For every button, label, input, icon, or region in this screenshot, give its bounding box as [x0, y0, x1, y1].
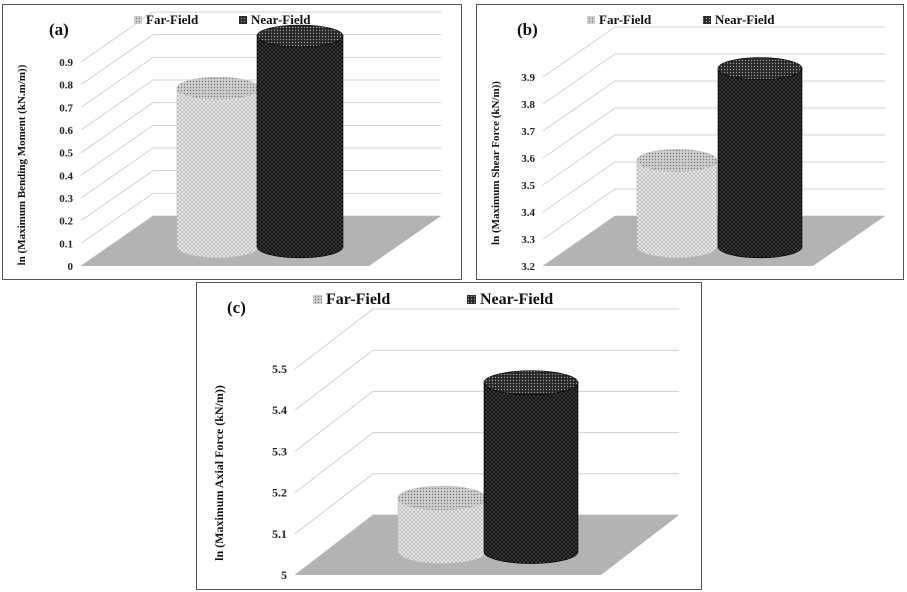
y-tick-label: 5.2 — [272, 486, 287, 500]
y-tick-label: 3.6 — [521, 153, 535, 165]
y-tick-label: 0.4 — [59, 170, 73, 182]
y-tick-label: 3.9 — [521, 72, 535, 84]
gridline — [80, 34, 441, 86]
bar-far-field — [176, 76, 260, 259]
legend-label: Far-Field — [326, 291, 390, 308]
gridline — [542, 53, 885, 105]
y-tick-label: 5.1 — [272, 527, 287, 541]
y-tick-label: 0.5 — [59, 148, 73, 160]
y-tick-label: 5.4 — [272, 403, 287, 417]
bar-far-field — [636, 149, 718, 259]
panel-label: (a) — [49, 20, 69, 39]
legend-swatch — [703, 16, 711, 24]
y-tick-label: 0.7 — [59, 102, 73, 114]
legend-label: Far-Field — [146, 12, 199, 27]
y-tick-label: 0.1 — [59, 238, 73, 250]
chart-panel-b: 3.2 3.3 3.4 3.5 3.6 3.7 3.8 3.9 (b) Far-Field Near… — [476, 4, 904, 280]
y-tick-label: 3.2 — [521, 261, 535, 273]
gridline — [80, 102, 441, 154]
gridline — [80, 56, 441, 108]
legend-label: Near-Field — [715, 12, 775, 27]
y-tick-label: 0.8 — [59, 80, 73, 92]
y-tick-label: 0.3 — [59, 193, 73, 205]
legend-swatch — [313, 295, 322, 304]
gridline — [294, 308, 679, 370]
panel-label: (b) — [517, 20, 538, 39]
chart-b-svg: 3.2 3.3 3.4 3.5 3.6 3.7 3.8 3.9 (b) Far-Field Near… — [490, 12, 885, 273]
y-tick-label: 0.2 — [59, 216, 73, 228]
chart-panel-a: 0 0.1 0.2 0.3 0.4 0.5 0.6 0.7 0.8 0.9 (a) Far-Field… — [2, 4, 462, 280]
y-tick-label: 3.5 — [521, 180, 535, 192]
gridline — [80, 124, 441, 176]
y-tick-label: 3.3 — [521, 234, 535, 246]
y-axis-label: ln (Maximum Bending Moment (kN.m/m)) — [16, 64, 28, 265]
legend-label: Near-Field — [480, 291, 553, 308]
legend-swatch — [239, 16, 247, 24]
chart-c-svg: 5 5.1 5.2 5.3 5.4 5.5 (c) Far-Field Near-Field ln… — [212, 291, 679, 582]
y-tick-label: 5.5 — [272, 362, 287, 376]
bar-far-field — [397, 485, 487, 564]
legend-swatch — [467, 295, 476, 304]
y-tick-label: 5 — [281, 568, 287, 582]
y-tick-label: 0.6 — [59, 125, 73, 137]
y-tick-label: 3.4 — [521, 207, 535, 219]
gridline — [80, 11, 441, 63]
chart-panel-c: 5 5.1 5.2 5.3 5.4 5.5 (c) Far-Field Near-Field ln… — [196, 282, 702, 590]
gridline — [80, 79, 441, 131]
gridline — [80, 170, 441, 222]
gridline — [80, 192, 441, 244]
legend-swatch — [134, 16, 142, 24]
bar-near-field — [256, 24, 344, 259]
y-tick-label: 0 — [68, 261, 74, 273]
gridline — [294, 349, 679, 411]
y-axis-label: ln (Maximum Axial Force (kN/m)) — [212, 385, 226, 561]
panel-label: (c) — [227, 298, 246, 317]
legend-label: Near-Field — [251, 12, 311, 27]
gridline — [542, 107, 885, 159]
y-axis-label: ln (Maximum Shear Force (kN/m)) — [490, 81, 502, 245]
gridline — [542, 26, 885, 78]
gridline — [542, 80, 885, 132]
y-tick-label: 0.9 — [59, 57, 73, 69]
legend-label: Far-Field — [599, 12, 652, 27]
legend-swatch — [587, 16, 595, 24]
chart-a-svg: 0 0.1 0.2 0.3 0.4 0.5 0.6 0.7 0.8 0.9 (a) Far-Field… — [16, 11, 441, 273]
y-tick-label: 3.7 — [521, 126, 535, 138]
gridline — [80, 147, 441, 199]
y-tick-label: 5.3 — [272, 444, 287, 458]
bar-near-field — [483, 370, 579, 564]
y-tick-label: 3.8 — [521, 99, 535, 111]
bar-near-field — [717, 57, 803, 259]
